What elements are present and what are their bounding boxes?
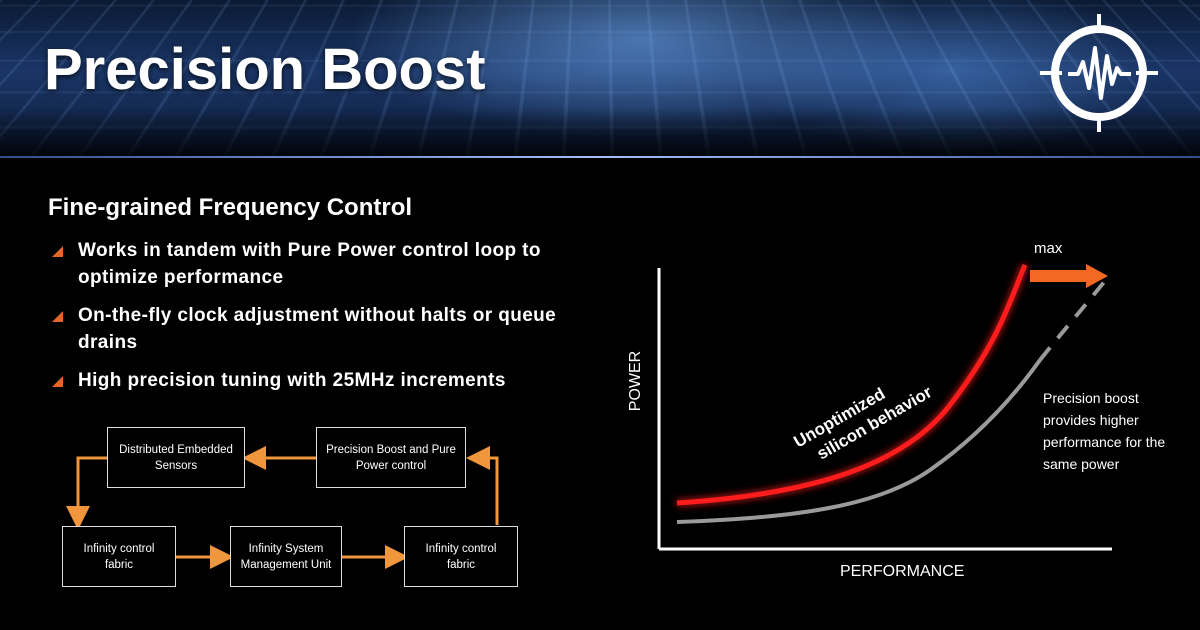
red-curve-label: Unoptimizedsilicon behavior — [791, 363, 936, 470]
y-axis-title: POWER — [627, 351, 645, 411]
precision-boost-note: Precision boost provides higher performa… — [1043, 387, 1183, 475]
series-line-unoptimized — [677, 265, 1025, 503]
max-arrow — [1030, 264, 1108, 288]
series-line-precision-boost-extension — [1040, 277, 1108, 360]
max-label: max — [1034, 240, 1062, 257]
x-axis-title: PERFORMANCE — [840, 563, 964, 581]
